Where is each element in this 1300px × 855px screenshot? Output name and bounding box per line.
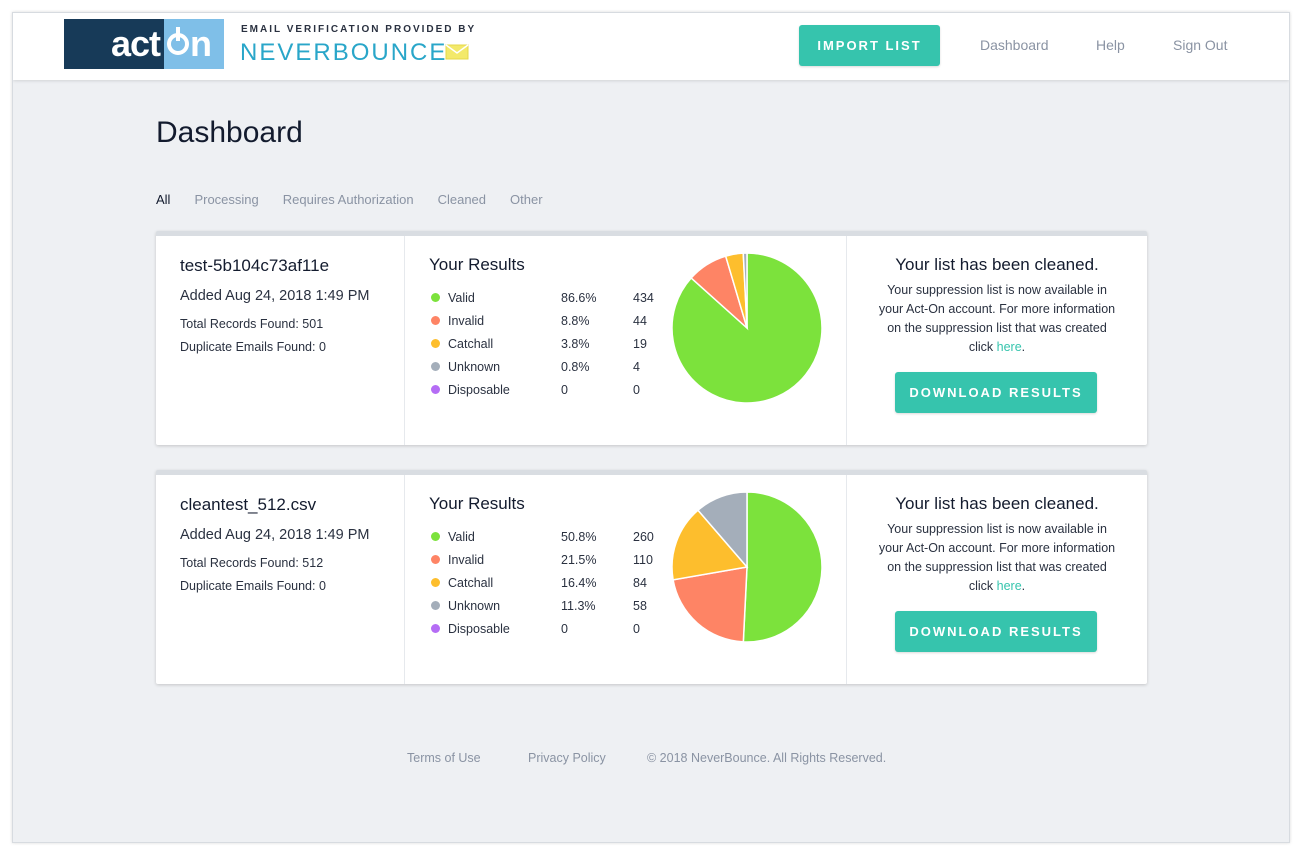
pie-slice-unknown — [696, 491, 748, 570]
results-legend: Valid 50.8% 260 Invalid 21.5% 110 Catchall 16… — [431, 525, 673, 640]
valid-dot-icon — [431, 532, 440, 541]
added-date: Added Aug 24, 2018 1:49 PM — [180, 288, 370, 304]
privacy-link[interactable]: Privacy Policy — [528, 751, 606, 765]
total-records: Total Records Found: 512 — [180, 556, 324, 570]
status-title: Your list has been cleaned. — [895, 494, 1099, 513]
nav-dashboard[interactable]: Dashboard — [980, 37, 1049, 53]
tab-all[interactable]: All — [156, 192, 171, 207]
disposable-dot-icon — [431, 385, 440, 394]
pie-slice-unknown — [742, 252, 748, 329]
download-results-button[interactable]: DOWNLOAD RESULTS — [895, 611, 1097, 652]
top-bar: act n EMAIL VERIFICATION PROVIDED BY NEV… — [13, 13, 1289, 80]
pie-slice-catchall — [671, 509, 749, 581]
download-results-button[interactable]: DOWNLOAD RESULTS — [895, 372, 1097, 413]
pie-slice-valid — [742, 491, 823, 643]
neverbounce-logo: NEVERBOUNCE — [240, 39, 448, 66]
list-name: cleantest_512.csv — [180, 495, 317, 514]
status-message: Your suppression list is now available i… — [878, 522, 1116, 593]
results-title: Your Results — [429, 494, 525, 513]
page-title: Dashboard — [156, 116, 303, 149]
catchall-dot-icon — [431, 578, 440, 587]
legend-row-invalid: Invalid 8.8% 44 — [431, 309, 673, 332]
logo-left-text: act — [110, 23, 161, 64]
disposable-dot-icon — [431, 624, 440, 633]
tab-cleaned[interactable]: Cleaned — [437, 192, 487, 207]
copyright-text: © 2018 NeverBounce. All Rights Reserved. — [647, 751, 887, 765]
legend-row-catchall: Catchall 16.4% 84 — [431, 571, 673, 594]
added-date: Added Aug 24, 2018 1:49 PM — [180, 527, 370, 543]
suppression-info-link[interactable]: here — [996, 340, 1022, 354]
list-info: cleantest_512.csv Added Aug 24, 2018 1:4… — [156, 475, 405, 684]
list-card: cleantest_512.csv Added Aug 24, 2018 1:4… — [156, 470, 1147, 684]
catchall-dot-icon — [431, 339, 440, 348]
unknown-dot-icon — [431, 362, 440, 371]
invalid-dot-icon — [431, 555, 440, 564]
tab-other[interactable]: Other — [510, 192, 543, 207]
tab-processing[interactable]: Processing — [194, 192, 259, 207]
verification-caption: EMAIL VERIFICATION PROVIDED BY — [241, 24, 477, 35]
import-list-button[interactable]: IMPORT LIST — [799, 25, 940, 66]
pie-slice-invalid — [672, 566, 748, 643]
suppression-info-link[interactable]: here — [996, 579, 1022, 593]
app-window: act n EMAIL VERIFICATION PROVIDED BY NEV… — [12, 12, 1290, 843]
logo-right-text: n — [190, 23, 212, 64]
results-legend: Valid 86.6% 434 Invalid 8.8% 44 Catchall 3.8%… — [431, 286, 673, 401]
terms-link[interactable]: Terms of Use — [407, 751, 481, 765]
status-panel: Your list has been cleaned. Your suppres… — [847, 475, 1147, 684]
legend-row-disposable: Disposable 0 0 — [431, 617, 673, 640]
filter-tabs: All Processing Requires Authorization Cl… — [156, 192, 567, 207]
legend-row-invalid: Invalid 21.5% 110 — [431, 548, 673, 571]
status-message: Your suppression list is now available i… — [878, 283, 1116, 354]
legend-row-valid: Valid 86.6% 434 — [431, 286, 673, 309]
power-icon — [167, 27, 189, 55]
legend-row-valid: Valid 50.8% 260 — [431, 525, 673, 548]
duplicate-emails: Duplicate Emails Found: 0 — [180, 340, 326, 354]
list-name: test-5b104c73af11e — [180, 256, 330, 275]
status-title: Your list has been cleaned. — [895, 255, 1099, 274]
valid-dot-icon — [431, 293, 440, 302]
envelope-icon — [445, 44, 469, 60]
legend-row-unknown: Unknown 0.8% 4 — [431, 355, 673, 378]
nav-sign-out[interactable]: Sign Out — [1173, 37, 1228, 53]
total-records: Total Records Found: 501 — [180, 317, 324, 331]
act-on-logo[interactable]: act n — [64, 19, 224, 69]
legend-row-catchall: Catchall 3.8% 19 — [431, 332, 673, 355]
results-panel: Your Results Valid 86.6% 434 Invalid 8.8% 44… — [405, 236, 847, 445]
legend-row-disposable: Disposable 0 0 — [431, 378, 673, 401]
list-info: test-5b104c73af11e Added Aug 24, 2018 1:… — [156, 236, 405, 445]
results-pie-chart — [671, 252, 823, 404]
duplicate-emails: Duplicate Emails Found: 0 — [180, 579, 326, 593]
unknown-dot-icon — [431, 601, 440, 610]
status-panel: Your list has been cleaned. Your suppres… — [847, 236, 1147, 445]
tab-requires-authorization[interactable]: Requires Authorization — [282, 192, 414, 207]
results-panel: Your Results Valid 50.8% 260 Invalid 21.5% 1… — [405, 475, 847, 684]
legend-row-unknown: Unknown 11.3% 58 — [431, 594, 673, 617]
invalid-dot-icon — [431, 316, 440, 325]
results-pie-chart — [671, 491, 823, 643]
results-title: Your Results — [429, 255, 525, 274]
list-card: test-5b104c73af11e Added Aug 24, 2018 1:… — [156, 231, 1147, 445]
nav-help[interactable]: Help — [1096, 37, 1125, 53]
